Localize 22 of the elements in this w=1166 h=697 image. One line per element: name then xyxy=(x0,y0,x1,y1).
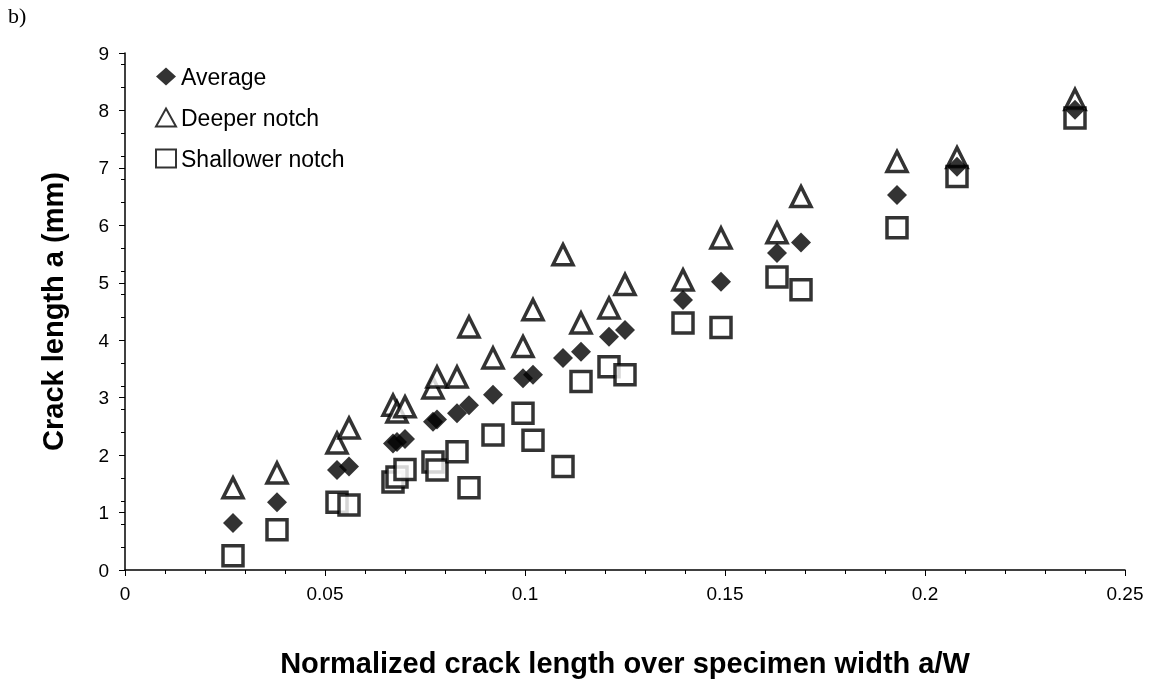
y-tick-label: 2 xyxy=(98,444,109,466)
legend-label: Shallower notch xyxy=(181,145,345,172)
x-tick-label: 0.05 xyxy=(306,583,344,604)
x-tick-label: 0.1 xyxy=(511,583,539,604)
legend-label: Deeper notch xyxy=(181,104,320,131)
y-tick-label: 1 xyxy=(98,502,109,524)
y-tick-label: 7 xyxy=(98,157,109,179)
y-axis-title: Crack length a (mm) xyxy=(36,172,69,451)
y-tick-label: 6 xyxy=(98,214,109,236)
x-axis-title: Normalized crack length over specimen width a/W xyxy=(280,646,971,679)
y-tick-label: 5 xyxy=(98,272,109,294)
x-tick-label: 0.15 xyxy=(706,583,744,604)
y-tick-label: 3 xyxy=(98,387,109,409)
y-tick-label: 4 xyxy=(98,329,110,351)
y-tick-label: 8 xyxy=(98,99,109,121)
x-tick-label: 0 xyxy=(119,583,131,604)
x-tick-label: 0.2 xyxy=(911,583,939,604)
y-tick-label: 0 xyxy=(98,559,109,581)
x-tick-label: 0.25 xyxy=(1106,583,1144,604)
text: b) xyxy=(8,2,27,28)
legend-label: Average xyxy=(181,63,267,90)
y-tick-label: 9 xyxy=(98,42,109,64)
